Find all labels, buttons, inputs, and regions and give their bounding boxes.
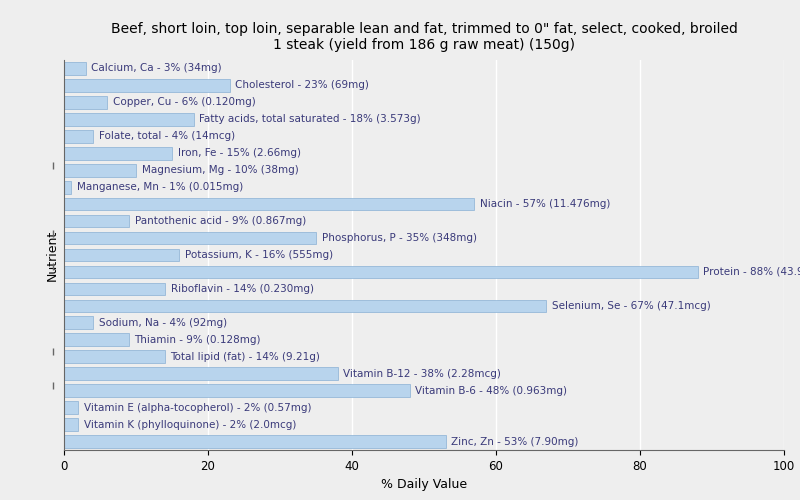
Text: Manganese, Mn - 1% (0.015mg): Manganese, Mn - 1% (0.015mg) bbox=[77, 182, 243, 192]
Bar bbox=[64, 418, 78, 431]
Text: Vitamin B-12 - 38% (2.28mcg): Vitamin B-12 - 38% (2.28mcg) bbox=[343, 368, 502, 378]
Text: Riboflavin - 14% (0.230mg): Riboflavin - 14% (0.230mg) bbox=[170, 284, 314, 294]
Text: Copper, Cu - 6% (0.120mg): Copper, Cu - 6% (0.120mg) bbox=[113, 98, 256, 108]
Bar bbox=[64, 384, 410, 397]
Bar bbox=[64, 198, 474, 210]
Bar bbox=[64, 62, 86, 75]
Bar bbox=[64, 181, 71, 194]
Bar bbox=[64, 316, 93, 329]
Text: Pantothenic acid - 9% (0.867mg): Pantothenic acid - 9% (0.867mg) bbox=[134, 216, 306, 226]
Text: Vitamin K (phylloquinone) - 2% (2.0mcg): Vitamin K (phylloquinone) - 2% (2.0mcg) bbox=[84, 420, 297, 430]
Bar bbox=[64, 248, 179, 262]
Bar bbox=[64, 368, 338, 380]
Text: Vitamin B-6 - 48% (0.963mg): Vitamin B-6 - 48% (0.963mg) bbox=[415, 386, 567, 396]
Bar bbox=[64, 130, 93, 142]
Text: Zinc, Zn - 53% (7.90mg): Zinc, Zn - 53% (7.90mg) bbox=[451, 436, 578, 446]
X-axis label: % Daily Value: % Daily Value bbox=[381, 478, 467, 492]
Text: Selenium, Se - 67% (47.1mcg): Selenium, Se - 67% (47.1mcg) bbox=[552, 301, 711, 311]
Text: Total lipid (fat) - 14% (9.21g): Total lipid (fat) - 14% (9.21g) bbox=[170, 352, 321, 362]
Y-axis label: Nutrient: Nutrient bbox=[46, 230, 58, 280]
Text: Potassium, K - 16% (555mg): Potassium, K - 16% (555mg) bbox=[185, 250, 333, 260]
Bar bbox=[64, 401, 78, 414]
Bar bbox=[64, 435, 446, 448]
Text: Calcium, Ca - 3% (34mg): Calcium, Ca - 3% (34mg) bbox=[91, 64, 222, 74]
Bar bbox=[64, 232, 316, 244]
Text: Vitamin E (alpha-tocopherol) - 2% (0.57mg): Vitamin E (alpha-tocopherol) - 2% (0.57m… bbox=[84, 402, 312, 412]
Bar bbox=[64, 147, 172, 160]
Text: Magnesium, Mg - 10% (38mg): Magnesium, Mg - 10% (38mg) bbox=[142, 165, 298, 175]
Text: Sodium, Na - 4% (92mg): Sodium, Na - 4% (92mg) bbox=[98, 318, 226, 328]
Bar bbox=[64, 334, 129, 346]
Bar bbox=[64, 300, 546, 312]
Bar bbox=[64, 350, 165, 363]
Text: Folate, total - 4% (14mcg): Folate, total - 4% (14mcg) bbox=[98, 132, 234, 141]
Text: Niacin - 57% (11.476mg): Niacin - 57% (11.476mg) bbox=[480, 199, 610, 209]
Title: Beef, short loin, top loin, separable lean and fat, trimmed to 0" fat, select, c: Beef, short loin, top loin, separable le… bbox=[110, 22, 738, 52]
Bar bbox=[64, 282, 165, 296]
Text: Thiamin - 9% (0.128mg): Thiamin - 9% (0.128mg) bbox=[134, 335, 261, 345]
Bar bbox=[64, 266, 698, 278]
Text: Cholesterol - 23% (69mg): Cholesterol - 23% (69mg) bbox=[235, 80, 370, 90]
Text: Protein - 88% (43.94g): Protein - 88% (43.94g) bbox=[703, 267, 800, 277]
Bar bbox=[64, 79, 230, 92]
Text: Fatty acids, total saturated - 18% (3.573g): Fatty acids, total saturated - 18% (3.57… bbox=[199, 114, 421, 124]
Text: Iron, Fe - 15% (2.66mg): Iron, Fe - 15% (2.66mg) bbox=[178, 148, 301, 158]
Text: Phosphorus, P - 35% (348mg): Phosphorus, P - 35% (348mg) bbox=[322, 233, 477, 243]
Bar bbox=[64, 113, 194, 126]
Bar bbox=[64, 96, 107, 109]
Bar bbox=[64, 214, 129, 228]
Bar bbox=[64, 164, 136, 176]
